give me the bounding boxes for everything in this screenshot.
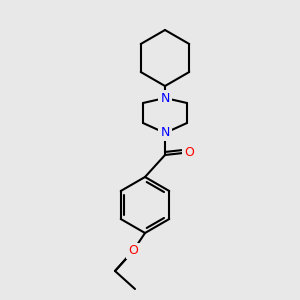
Text: O: O — [184, 146, 194, 160]
Text: O: O — [128, 244, 138, 257]
Text: N: N — [160, 127, 170, 140]
Text: N: N — [160, 92, 170, 104]
